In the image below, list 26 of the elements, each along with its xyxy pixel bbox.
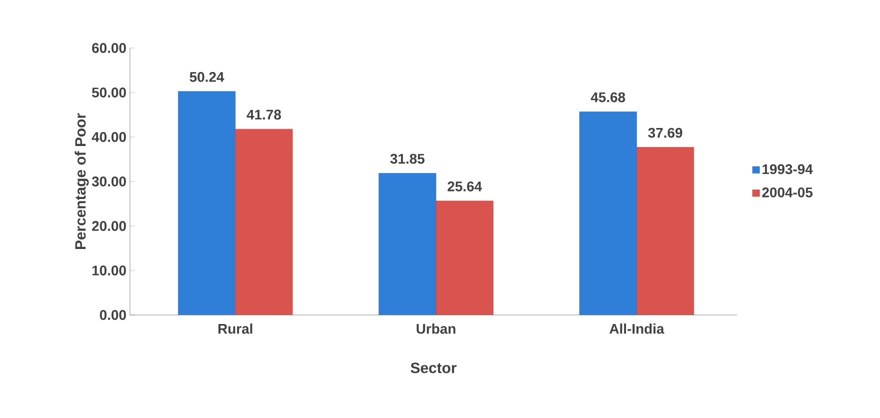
y-tick-label: 60.00: [92, 43, 126, 53]
legend-label: 1993-94: [762, 164, 813, 174]
legend-label: 2004-05: [762, 187, 813, 198]
y-tick-label: 30.00: [92, 176, 126, 186]
y-tick-label: 0.00: [100, 310, 126, 320]
data-label: 41.78: [246, 110, 281, 120]
y-axis-title: Percentage of Poor: [74, 113, 89, 250]
y-tick-label: 20.00: [92, 221, 126, 231]
bar: [579, 112, 637, 315]
x-axis-title: Sector: [410, 362, 457, 374]
y-tick-label: 10.00: [92, 266, 126, 276]
x-tick-label: All-India: [610, 324, 664, 334]
data-label: 45.68: [590, 92, 626, 102]
y-tick-label: 50.00: [92, 88, 126, 98]
x-tick-label: Rural: [218, 324, 252, 334]
data-label: 31.85: [390, 154, 424, 164]
data-label: 25.64: [448, 181, 482, 192]
bar: [378, 173, 436, 315]
data-label: 37.69: [648, 128, 682, 138]
x-tick-label: Urban: [416, 324, 456, 334]
bar: [178, 91, 236, 315]
bar: [235, 128, 293, 315]
bar: [636, 147, 694, 315]
y-tick-label: 40.00: [92, 132, 126, 142]
bar: [436, 200, 494, 315]
data-label: 50.24: [190, 72, 224, 82]
